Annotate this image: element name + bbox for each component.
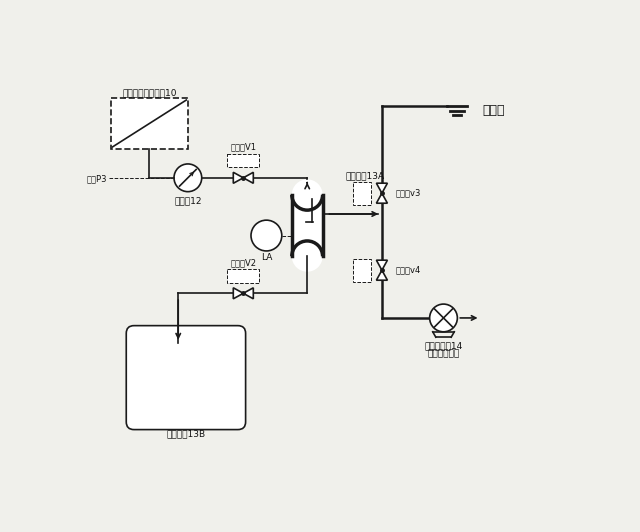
Text: （減圧手段）: （減圧手段） (428, 349, 460, 358)
Bar (353, 259, 371, 282)
Text: 分離膜モジュール10: 分離膜モジュール10 (122, 88, 177, 97)
Text: バルブV1: バルブV1 (230, 143, 256, 152)
Bar (111, 98, 188, 148)
Bar (353, 181, 371, 205)
Circle shape (251, 220, 282, 251)
Circle shape (174, 164, 202, 192)
Bar (292, 195, 323, 256)
Ellipse shape (292, 179, 323, 210)
Polygon shape (243, 288, 253, 299)
Text: LA: LA (260, 253, 272, 262)
Polygon shape (243, 172, 253, 184)
Polygon shape (234, 288, 243, 299)
Text: 渝縮器12: 渝縮器12 (174, 196, 202, 205)
Polygon shape (376, 260, 387, 270)
Polygon shape (376, 270, 387, 280)
Bar (227, 269, 259, 282)
Polygon shape (376, 193, 387, 203)
Bar (227, 154, 259, 167)
Polygon shape (376, 183, 387, 193)
Text: バルブv3: バルブv3 (396, 189, 421, 198)
FancyBboxPatch shape (126, 326, 246, 430)
Text: 配管P3: 配管P3 (86, 174, 107, 183)
Text: バルブV2: バルブV2 (230, 258, 256, 267)
Text: 真空ポンプ14: 真空ポンプ14 (424, 341, 463, 350)
Text: 貯水容器13A: 貯水容器13A (346, 171, 385, 180)
Text: バルブv4: バルブv4 (396, 265, 421, 275)
Circle shape (429, 304, 458, 332)
Ellipse shape (292, 241, 323, 272)
Polygon shape (234, 172, 243, 184)
Text: 貯水容器13B: 貯水容器13B (166, 430, 205, 439)
Text: 大気圧: 大気圧 (483, 104, 505, 118)
